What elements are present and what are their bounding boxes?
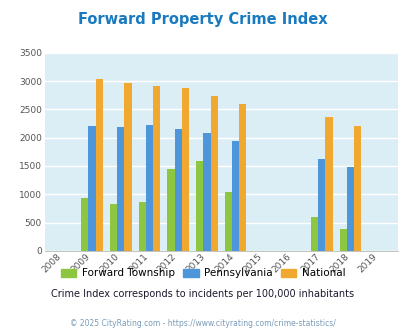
Bar bbox=[88, 126, 96, 251]
Bar bbox=[353, 126, 360, 251]
Bar bbox=[239, 104, 246, 251]
Bar bbox=[181, 88, 188, 251]
Legend: Forward Township, Pennsylvania, National: Forward Township, Pennsylvania, National bbox=[56, 264, 349, 282]
Text: © 2025 CityRating.com - https://www.cityrating.com/crime-statistics/: © 2025 CityRating.com - https://www.city… bbox=[70, 319, 335, 328]
Bar bbox=[124, 83, 131, 251]
Bar bbox=[339, 229, 346, 251]
Bar bbox=[174, 129, 181, 251]
Bar bbox=[203, 133, 210, 251]
Bar bbox=[210, 96, 217, 251]
Bar bbox=[167, 169, 174, 251]
Bar bbox=[232, 141, 239, 251]
Bar bbox=[346, 167, 353, 251]
Bar bbox=[110, 204, 117, 251]
Bar bbox=[81, 198, 88, 251]
Bar bbox=[117, 127, 124, 251]
Bar bbox=[318, 159, 324, 251]
Text: Forward Property Crime Index: Forward Property Crime Index bbox=[78, 12, 327, 26]
Bar bbox=[153, 86, 160, 251]
Bar bbox=[196, 161, 203, 251]
Bar bbox=[145, 125, 153, 251]
Bar bbox=[310, 217, 318, 251]
Text: Crime Index corresponds to incidents per 100,000 inhabitants: Crime Index corresponds to incidents per… bbox=[51, 289, 354, 299]
Bar bbox=[224, 192, 232, 251]
Bar bbox=[96, 80, 102, 251]
Bar bbox=[324, 117, 332, 251]
Bar bbox=[139, 202, 145, 251]
